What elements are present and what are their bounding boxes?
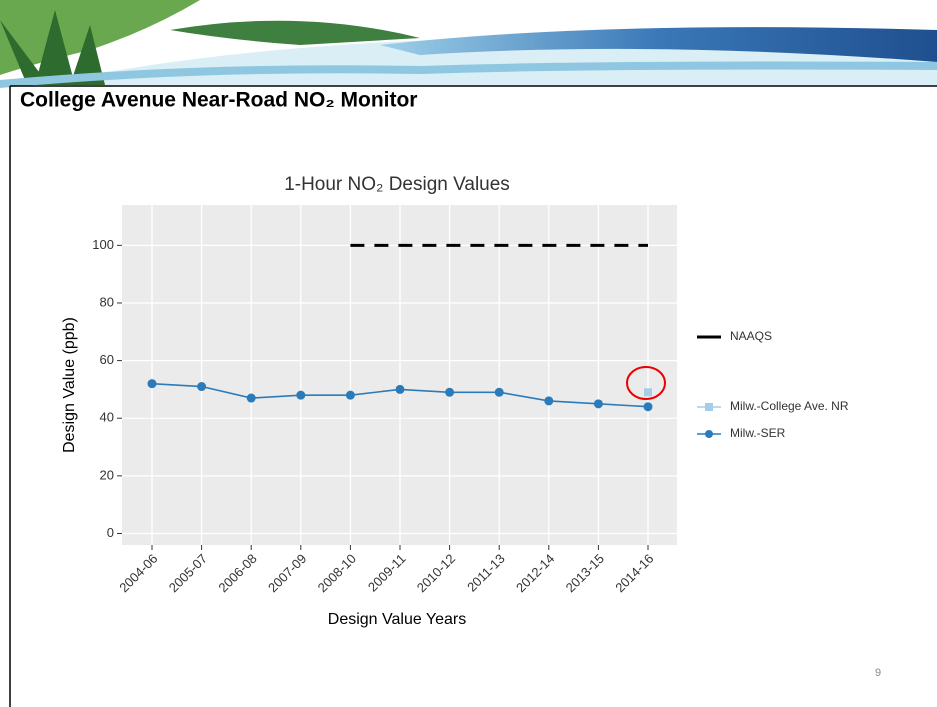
x-tick-label: 2009-11 — [365, 551, 409, 595]
x-tick-label: 2011-13 — [464, 551, 508, 595]
legend-label: Milw.-SER — [730, 426, 786, 440]
x-tick-label: 2005-07 — [166, 551, 210, 595]
point — [395, 384, 405, 394]
y-axis-label: Design Value (ppb) — [61, 317, 78, 453]
y-tick-label: 100 — [92, 237, 114, 252]
x-tick-label: 2004-06 — [116, 551, 160, 595]
legend-label: NAAQS — [730, 329, 772, 343]
x-tick-label: 2014-16 — [612, 551, 656, 595]
point — [544, 396, 554, 406]
x-tick-label: 2006-08 — [215, 551, 259, 595]
x-axis-label: Design Value Years — [328, 611, 466, 628]
point — [445, 387, 455, 397]
point — [197, 382, 207, 392]
legend-label: Milw.-College Ave. NR — [730, 399, 849, 413]
point — [147, 379, 157, 389]
y-tick-label: 20 — [100, 467, 114, 482]
x-tick-label: 2013-15 — [563, 551, 607, 595]
highlight-circle — [626, 366, 666, 400]
y-tick-label: 40 — [100, 410, 114, 425]
y-tick-label: 60 — [100, 352, 114, 367]
y-tick-label: 80 — [100, 294, 114, 309]
point — [494, 387, 504, 397]
legend-marker — [705, 430, 713, 438]
x-tick-label: 2012-14 — [513, 551, 557, 595]
x-tick-label: 2008-10 — [315, 551, 359, 595]
point — [296, 390, 306, 400]
point — [345, 390, 355, 400]
x-tick-label: 2010-12 — [414, 551, 458, 595]
slide-title: College Avenue Near-Road NO₂ Monitor — [20, 89, 417, 112]
chart-title: 1-Hour NO₂ Design Values — [284, 174, 510, 195]
point — [593, 399, 603, 409]
y-tick-label: 0 — [107, 525, 114, 540]
x-tick-label: 2007-09 — [265, 551, 309, 595]
point — [644, 388, 652, 397]
point — [643, 402, 653, 412]
point — [246, 393, 256, 403]
legend-marker — [705, 403, 713, 411]
page-number: 9 — [875, 667, 881, 679]
